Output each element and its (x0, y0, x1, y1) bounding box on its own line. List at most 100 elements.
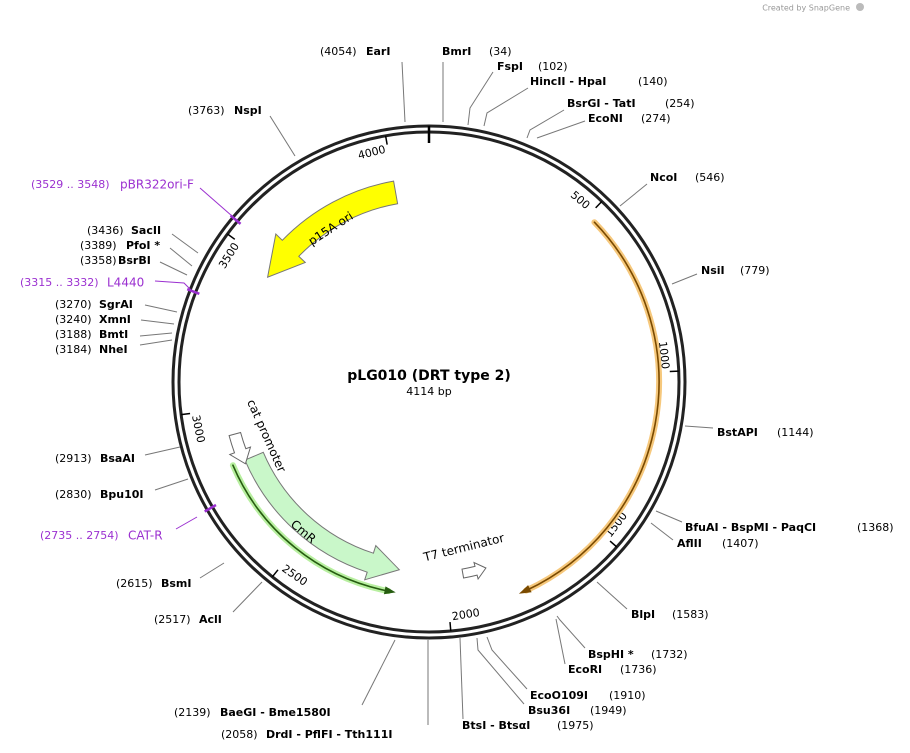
ruler-tick (449, 622, 452, 632)
site-leader (154, 478, 189, 491)
site-leader (650, 522, 674, 541)
site-position: (3240) (55, 313, 92, 326)
feature-line (525, 221, 660, 592)
ruler-tick (271, 569, 279, 578)
site-leader (467, 71, 494, 126)
site-position: (4054) (320, 45, 357, 58)
site-name: BfuAI - BspMI - PaqCI (685, 521, 816, 534)
logo (856, 3, 864, 11)
primer-leader (175, 516, 198, 530)
site-leader (655, 510, 683, 523)
feature-glow (523, 219, 663, 594)
site-position: (3188) (55, 328, 92, 341)
ruler-tick (595, 200, 603, 209)
site-position: (3436) (87, 224, 124, 237)
site-leader (671, 273, 698, 285)
site-name: BstAPI (717, 426, 758, 439)
feature-head (383, 586, 396, 595)
site-leader (232, 581, 263, 613)
site-name: BaeGI - Bme1580I (220, 706, 331, 719)
site-name: NsiI (701, 264, 725, 277)
site-position: (2517) (154, 613, 191, 626)
primer-site (204, 503, 217, 513)
site-leader (269, 115, 296, 157)
site-name: BtsI - BtsαI (462, 719, 530, 732)
site-name: EcoNI (588, 112, 623, 125)
site-leader (171, 233, 199, 254)
site-leader (144, 304, 178, 313)
site-position: (3763) (188, 104, 225, 117)
ruler-tick (384, 135, 388, 145)
ruler-label: 500 (568, 188, 592, 211)
site-position: (1583) (672, 608, 709, 621)
ruler-label: 3000 (189, 414, 207, 444)
site-leader (401, 61, 406, 123)
site-leader (459, 637, 464, 720)
site-name: AclI (199, 613, 222, 626)
site-position: (3389) (80, 239, 117, 252)
cat-promoter (228, 431, 252, 465)
site-position: (1910) (609, 689, 646, 702)
site-name: XmnI (99, 313, 131, 326)
site-name: Bpu10I (100, 488, 144, 501)
site-position: (2139) (174, 706, 211, 719)
site-name: EcoO109I (530, 689, 588, 702)
ruler-tick (227, 233, 236, 240)
site-leader (144, 446, 181, 456)
credit: Created by SnapGene (762, 4, 850, 13)
site-position: (1407) (722, 537, 759, 550)
site-position: (2830) (55, 488, 92, 501)
site-name: NheI (99, 343, 128, 356)
primer-range: (3529 .. 3548) (31, 178, 110, 191)
site-name: BmrI (442, 45, 471, 58)
site-leader (140, 319, 175, 325)
feature-line (232, 464, 390, 592)
feature-head (518, 585, 532, 594)
site-leader (684, 425, 714, 429)
site-name: FspI (497, 60, 523, 73)
primer-site (229, 214, 242, 225)
site-leader (536, 120, 586, 139)
site-position: (3184) (55, 343, 92, 356)
t7-terminator (461, 561, 487, 581)
site-name: BlpI (631, 608, 655, 621)
site-position: (2913) (55, 452, 92, 465)
site-position: (102) (538, 60, 568, 73)
site-position: (779) (740, 264, 770, 277)
site-name: BmtI (99, 328, 128, 341)
site-position: (1949) (590, 704, 627, 717)
site-name: SgrAI (99, 298, 133, 311)
p15a-ori (266, 180, 399, 278)
site-leader (139, 332, 173, 337)
site-position: (1736) (620, 663, 657, 676)
site-name: AflII (677, 537, 702, 550)
primer-leader (199, 187, 233, 217)
site-name: EarI (366, 45, 390, 58)
site-position: (1732) (651, 648, 688, 661)
cmr (244, 451, 401, 581)
site-leader (169, 247, 193, 267)
site-position: (546) (695, 171, 725, 184)
ruler-tick (609, 540, 618, 548)
ruler-label: 4000 (357, 143, 387, 162)
site-position: (274) (641, 112, 671, 125)
site-position: (1144) (777, 426, 814, 439)
site-position: (1368) (857, 521, 894, 534)
site-leader (526, 109, 565, 139)
site-name: BsrBI (118, 254, 151, 267)
primer-range: (2735 .. 2754) (40, 529, 119, 542)
ruler-tick (181, 412, 191, 416)
site-name: BspHI * (588, 648, 634, 661)
primer-site (186, 288, 200, 296)
site-name: Bsu36I (528, 704, 570, 717)
site-name: EcoRI (568, 663, 602, 676)
site-name: NcoI (650, 171, 677, 184)
site-name: NspI (234, 104, 262, 117)
site-position: (140) (638, 75, 668, 88)
primer-leader (154, 280, 193, 292)
site-position: (2615) (116, 577, 153, 590)
site-position: (1975) (557, 719, 594, 732)
site-leader (596, 581, 628, 610)
primer-name: L4440 (107, 276, 144, 290)
